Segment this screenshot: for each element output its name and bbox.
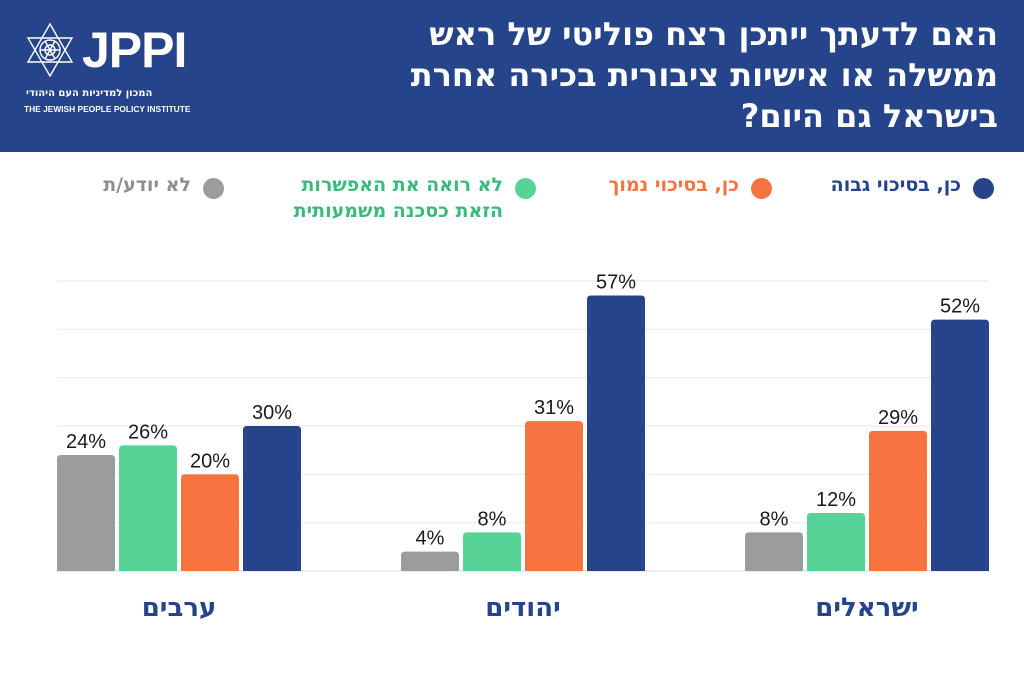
bar [57,455,115,571]
data-label: 29% [878,407,918,429]
title-line: ממשלה או אישיות ציבורית בכירה אחרת [410,56,998,94]
bar [401,551,459,571]
header-banner: JPPI המכון למדיניות העם היהודי THE JEWIS… [0,0,1024,152]
legend-swatch-icon [203,178,224,199]
data-label: 52% [940,296,980,318]
legend-swatch-icon [751,178,772,199]
bar [587,295,645,571]
legend-label: לא רואה את האפשרות הזאת כסכנה משמעותית [293,174,503,222]
data-label: 4% [416,528,445,550]
bar [931,319,989,571]
category-label: ערבים [142,593,217,623]
data-label: 30% [252,402,292,424]
legend-item-low-chance: כן, בסיכוי נמוך [608,172,772,199]
bar [243,426,301,571]
category-label: יהודים [485,593,561,623]
star-of-david-icon [26,22,74,78]
legend-label: כן, בסיכוי גבוה [830,174,961,196]
bar [745,532,803,571]
bar-group: 8% 12% 29% 52% ישראלים [745,296,989,623]
category-label: ישראלים [815,593,918,623]
data-label: 12% [816,489,856,511]
data-label: 8% [760,508,789,530]
data-label: 20% [190,450,230,472]
legend-label: כן, בסיכוי נמוך [608,174,739,196]
bar [807,513,865,571]
legend-swatch-icon [973,178,994,199]
logo-wordmark: JPPI [82,22,187,78]
title-line: בישראל גם היום? [740,97,998,135]
legend-item-dont-know: לא יודע/ת [103,172,224,199]
data-label: 57% [596,272,636,294]
logo-english-name: THE JEWISH PEOPLE POLICY INSTITUTE [24,104,191,114]
legend-item-high-chance: כן, בסיכוי גבוה [831,172,994,199]
chart-title: האם לדעתך ייתכן רצח פוליטי של ראש ממשלה … [298,14,998,137]
legend-swatch-icon [515,178,536,199]
data-label: 8% [478,508,507,530]
jppi-logo: JPPI המכון למדיניות העם היהודי THE JEWIS… [22,20,192,120]
title-line: האם לדעתך ייתכן רצח פוליטי של ראש [429,15,998,53]
logo-hebrew-name: המכון למדיניות העם היהודי [26,88,153,99]
bar-group: 4% 8% 31% 57% יהודים [401,272,645,623]
bar [463,532,521,571]
data-label: 26% [128,421,168,443]
chart-legend: כן, בסיכוי גבוה כן, בסיכוי נמוך לא רואה … [30,172,994,232]
bar [869,430,927,571]
data-label: 24% [66,431,106,453]
legend-item-not-significant: לא רואה את האפשרות הזאת כסכנה משמעותית [294,172,536,224]
bar-group: 24% 26% 20% 30% ערבים [57,402,301,623]
bar [119,445,177,571]
data-label: 31% [534,397,574,419]
legend-label: לא יודע/ת [103,174,191,196]
bar [181,474,239,571]
bar [525,421,583,571]
